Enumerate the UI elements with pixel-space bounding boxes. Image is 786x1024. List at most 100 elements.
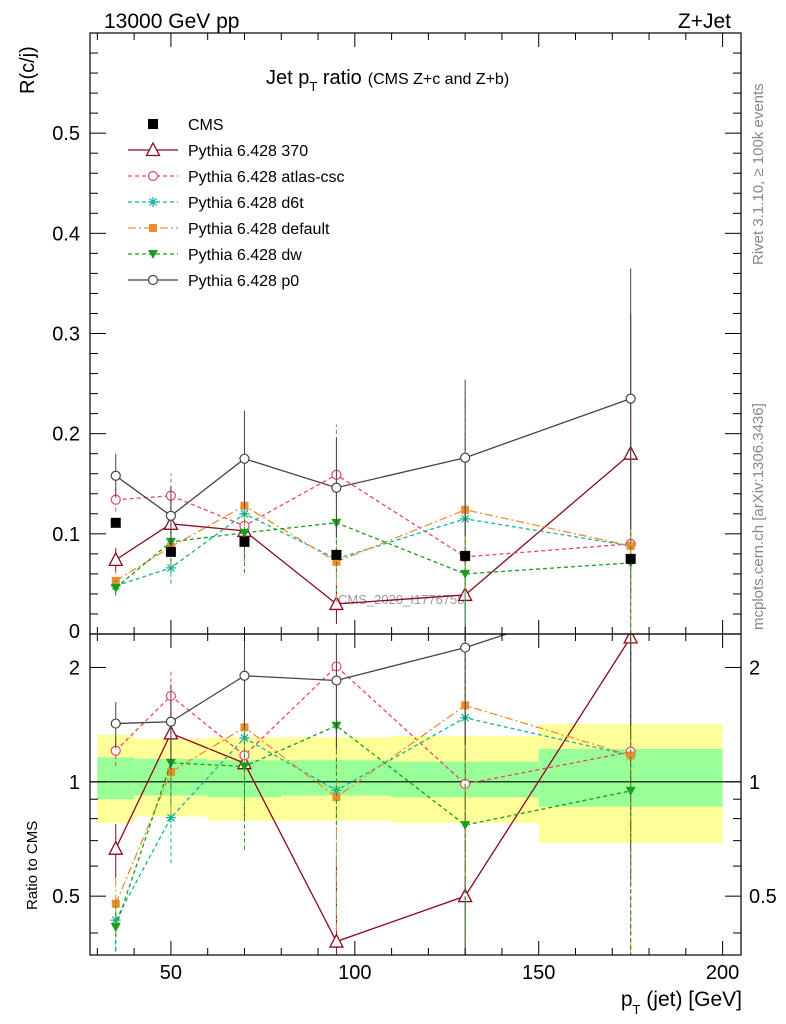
data-point	[165, 510, 177, 521]
legend-entry: Pythia 6.428 p0	[128, 273, 299, 290]
data-point	[332, 557, 341, 566]
y-tick-label: 0.3	[52, 324, 80, 346]
data-point	[239, 528, 250, 538]
legend-label: Pythia 6.428 d6t	[188, 195, 304, 212]
title-main: Jet p	[266, 67, 309, 89]
ratio-frame	[89, 633, 742, 956]
ratio-point	[460, 642, 471, 653]
header-left: 13000 GeV pp	[104, 10, 239, 33]
header-right: Z+Jet	[678, 10, 731, 33]
data-point-cms	[110, 517, 121, 528]
legend-label: Pythia 6.428 p0	[188, 273, 299, 290]
legend-marker	[145, 141, 161, 157]
series-line	[115, 505, 631, 582]
ratio-point	[239, 762, 250, 772]
data-point	[460, 569, 471, 579]
legend-label: Pythia 6.428 370	[188, 143, 308, 160]
series-line	[115, 513, 631, 587]
series-1	[110, 413, 636, 634]
y-tick-label: 0.1	[52, 524, 80, 546]
ratio-line	[115, 637, 632, 943]
x-tick-label: 200	[706, 962, 739, 984]
title-note: (CMS Z+c and Z+b)	[368, 71, 509, 88]
rivet-label: Rivet 3.1.10, ≥ 100k events	[750, 83, 767, 265]
ratio-point	[165, 716, 177, 727]
series-0	[108, 313, 639, 634]
ratio-point	[332, 793, 341, 802]
data-point	[331, 482, 342, 493]
mcplots-label: mcplots.cern.ch [arXiv:1306.3436]	[750, 403, 767, 630]
data-point	[328, 595, 344, 611]
legend-entry: Pythia 6.428 dw	[128, 247, 302, 264]
series-line	[115, 453, 632, 605]
data-point	[626, 541, 635, 550]
data-point	[110, 583, 121, 593]
legend-marker	[147, 274, 159, 286]
title-sub: T	[309, 79, 317, 94]
legend-marker	[148, 250, 158, 259]
ratio-point	[110, 923, 121, 933]
data-point	[239, 453, 250, 464]
x-tick-label: 100	[338, 962, 371, 984]
data-point-cms	[625, 553, 636, 564]
legend-label: CMS	[188, 117, 224, 134]
ratio-point	[110, 718, 121, 729]
x-tick-label: 50	[160, 962, 182, 984]
xlabel-rest: (jet) [GeV]	[640, 988, 742, 1011]
ratio-point	[239, 732, 250, 743]
ratio-point	[626, 751, 635, 760]
ratio-point	[239, 670, 250, 681]
ratio-series-5	[110, 634, 632, 771]
series-3	[111, 425, 635, 634]
legend-marker	[149, 224, 157, 232]
ratio-point	[111, 899, 120, 908]
ratio-point	[625, 786, 636, 796]
ratio-point	[165, 812, 176, 823]
ratio-tick-label-right: 1	[749, 772, 760, 794]
data-point	[110, 470, 121, 481]
legend-entry: Pythia 6.428 d6t	[128, 195, 304, 212]
x-tick-label: 150	[522, 962, 555, 984]
ratio-line	[115, 665, 631, 785]
legend-label: Pythia 6.428 default	[188, 221, 330, 238]
ratio-line	[115, 634, 509, 725]
ratio-tick-label: 2	[69, 657, 80, 679]
legend-entry: Pythia 6.428 atlas-csc	[128, 169, 345, 186]
legend-marker	[148, 197, 158, 207]
y-tick-label-zero: 0	[69, 621, 80, 643]
xlabel-sub: T	[633, 1002, 641, 1017]
data-point	[108, 551, 124, 567]
ratio-line	[115, 717, 631, 921]
legend-label: Pythia 6.428 dw	[188, 247, 302, 264]
series-line	[115, 397, 631, 517]
ratio-tick-label: 0.5	[52, 886, 80, 908]
ratio-line	[115, 724, 631, 928]
data-point	[165, 562, 176, 573]
legend-marker	[147, 170, 159, 182]
ratio-axis-label: Ratio to CMS	[24, 821, 41, 910]
ratio-point	[108, 840, 124, 855]
legend-label: Pythia 6.428 atlas-csc	[188, 169, 345, 186]
y-axis-label: R(c/j)	[17, 46, 39, 94]
data-point-cms	[460, 550, 471, 561]
ratio-point	[328, 933, 344, 948]
legend-marker	[148, 119, 158, 129]
ratio-point	[460, 821, 471, 831]
series-line	[115, 473, 631, 558]
legend-entry: Pythia 6.428 370	[128, 141, 308, 160]
legend-entry: Pythia 6.428 default	[128, 221, 330, 238]
data-point	[460, 452, 471, 463]
ratio-tick-label: 1	[69, 772, 80, 794]
y-tick-label: 0.4	[52, 223, 80, 245]
series-2	[110, 398, 636, 634]
ratio-tick-label-right: 2	[749, 657, 760, 679]
legend-entry: CMS	[148, 117, 224, 134]
title-rest: ratio	[317, 67, 361, 89]
ratio-line	[115, 704, 631, 905]
data-series	[110, 517, 636, 564]
data-point-cms	[239, 536, 250, 547]
data-point-cms	[331, 549, 342, 560]
series-line	[115, 522, 631, 589]
data-point	[625, 393, 636, 404]
